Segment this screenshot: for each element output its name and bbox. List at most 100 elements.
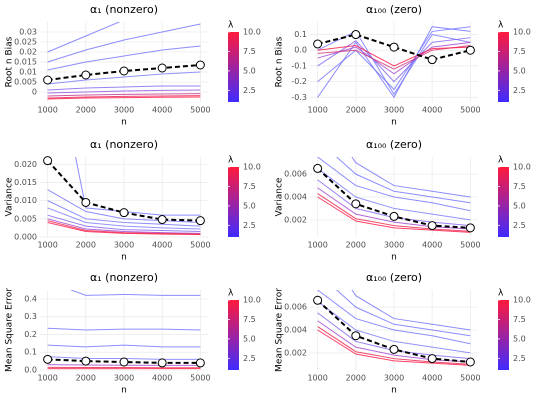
marker bbox=[427, 354, 437, 364]
colorbar-tick-label: 5.0 bbox=[513, 66, 526, 75]
colorbar-tick-label: 2.5 bbox=[513, 86, 526, 95]
line bbox=[317, 37, 471, 83]
line bbox=[317, 196, 471, 233]
line bbox=[317, 193, 471, 232]
y-tick-label: 0.006 bbox=[284, 303, 307, 312]
panel: α₁₀₀ (zero) n Root n Bias 1000 2000 3000 4000 5… bbox=[275, 3, 531, 128]
y-axis-label: Mean Square Error bbox=[275, 288, 285, 372]
colorbar bbox=[498, 32, 509, 102]
line bbox=[47, 71, 201, 85]
panel-title: α₁₀₀ (zero) bbox=[366, 271, 422, 284]
x-tick-label: 3000 bbox=[114, 374, 134, 383]
marker bbox=[389, 211, 399, 221]
marker bbox=[389, 344, 399, 354]
x-tick-label: 2000 bbox=[346, 106, 366, 115]
y-tick-label: 0.1 bbox=[24, 348, 37, 357]
y-tick-label: 0.000 bbox=[14, 233, 37, 242]
colorbar-tick-label: 2.5 bbox=[513, 221, 526, 230]
x-tick-label: 5000 bbox=[190, 106, 210, 115]
marker bbox=[43, 75, 53, 85]
x-tick-label: 4000 bbox=[152, 241, 172, 250]
marker bbox=[427, 55, 437, 65]
y-tick-label: 0.020 bbox=[14, 160, 37, 169]
marker bbox=[43, 156, 53, 166]
y-tick-label: 0.03 bbox=[19, 28, 37, 37]
marker bbox=[43, 354, 53, 364]
x-tick-label: 1000 bbox=[37, 106, 57, 115]
x-axis-label: n bbox=[121, 386, 127, 396]
colorbar-tick-label: 10.0 bbox=[243, 163, 261, 172]
colorbar-tick-label: 10.0 bbox=[243, 296, 261, 305]
x-tick-label: 1000 bbox=[307, 374, 327, 383]
y-tick-label: 0.004 bbox=[284, 326, 307, 335]
legend-title: λ bbox=[228, 289, 234, 299]
marker bbox=[81, 197, 91, 207]
marker bbox=[195, 60, 205, 70]
colorbar-tick-label: 5.0 bbox=[243, 201, 256, 210]
marker bbox=[195, 216, 205, 226]
marker bbox=[81, 356, 91, 366]
x-tick-label: 2000 bbox=[76, 106, 96, 115]
x-tick-label: 4000 bbox=[422, 374, 442, 383]
x-tick-label: 1000 bbox=[37, 374, 57, 383]
y-axis-label: Root n Bias bbox=[5, 36, 15, 87]
panel: α₁ (nonzero) n Root n Bias 1000 2000 3000 4000… bbox=[5, 3, 261, 128]
x-axis-label: n bbox=[391, 253, 397, 263]
line bbox=[47, 207, 201, 230]
y-tick-label: 0.0 bbox=[24, 366, 37, 375]
x-axis-label: n bbox=[121, 118, 127, 128]
x-tick-label: 2000 bbox=[76, 374, 96, 383]
line bbox=[47, 344, 201, 348]
line bbox=[47, 96, 201, 100]
panel: α₁ (nonzero) n Mean Square Error 1000 2000 30… bbox=[5, 271, 261, 396]
line bbox=[47, 214, 201, 233]
line bbox=[317, 329, 471, 366]
y-axis-label: Mean Square Error bbox=[5, 288, 15, 372]
line bbox=[317, 290, 471, 345]
x-axis-label: n bbox=[391, 118, 397, 128]
y-tick-label: 0.025 bbox=[14, 38, 37, 47]
x-tick-label: 1000 bbox=[37, 241, 57, 250]
line bbox=[317, 301, 471, 354]
line bbox=[317, 45, 471, 70]
colorbar-tick-label: 5.0 bbox=[243, 334, 256, 343]
x-tick-label: 3000 bbox=[384, 374, 404, 383]
line bbox=[317, 326, 471, 365]
line bbox=[317, 168, 471, 221]
line bbox=[47, 220, 201, 235]
line bbox=[317, 26, 471, 91]
marker bbox=[351, 30, 361, 40]
colorbar-tick-label: 7.5 bbox=[513, 315, 526, 324]
panel: α₁₀₀ (zero) n Variance 1000 2000 3000 4000 5000… bbox=[275, 138, 531, 263]
colorbar-tick-label: 7.5 bbox=[513, 182, 526, 191]
colorbar-tick-label: 5.0 bbox=[243, 66, 256, 75]
x-tick-label: 3000 bbox=[384, 241, 404, 250]
marker bbox=[119, 66, 129, 76]
colorbar-tick-label: 10.0 bbox=[513, 163, 531, 172]
x-tick-label: 1000 bbox=[307, 106, 327, 115]
dashed-line bbox=[317, 33, 471, 61]
line bbox=[351, 157, 471, 198]
y-tick-label: 0.005 bbox=[14, 78, 37, 87]
colorbar-tick-label: 7.5 bbox=[243, 315, 256, 324]
y-tick-label: 0.006 bbox=[284, 170, 307, 179]
colorbar-tick-label: 10.0 bbox=[513, 296, 531, 305]
panel-title: α₁₀₀ (zero) bbox=[366, 138, 422, 151]
colorbar bbox=[228, 167, 239, 237]
x-tick-label: 5000 bbox=[460, 374, 480, 383]
y-tick-label: 0.015 bbox=[14, 58, 37, 67]
line bbox=[351, 290, 471, 331]
colorbar-tick-label: 7.5 bbox=[243, 182, 256, 191]
marker bbox=[157, 215, 167, 225]
y-axis-label: Root n Bias bbox=[275, 36, 285, 87]
legend-title: λ bbox=[498, 156, 504, 166]
legend-title: λ bbox=[498, 21, 504, 31]
line bbox=[70, 290, 201, 296]
legend-title: λ bbox=[228, 156, 234, 166]
marker bbox=[427, 221, 437, 231]
line bbox=[47, 189, 201, 223]
x-tick-label: 3000 bbox=[114, 106, 134, 115]
y-tick-label: 0.3 bbox=[24, 312, 37, 321]
x-tick-label: 3000 bbox=[384, 106, 404, 115]
